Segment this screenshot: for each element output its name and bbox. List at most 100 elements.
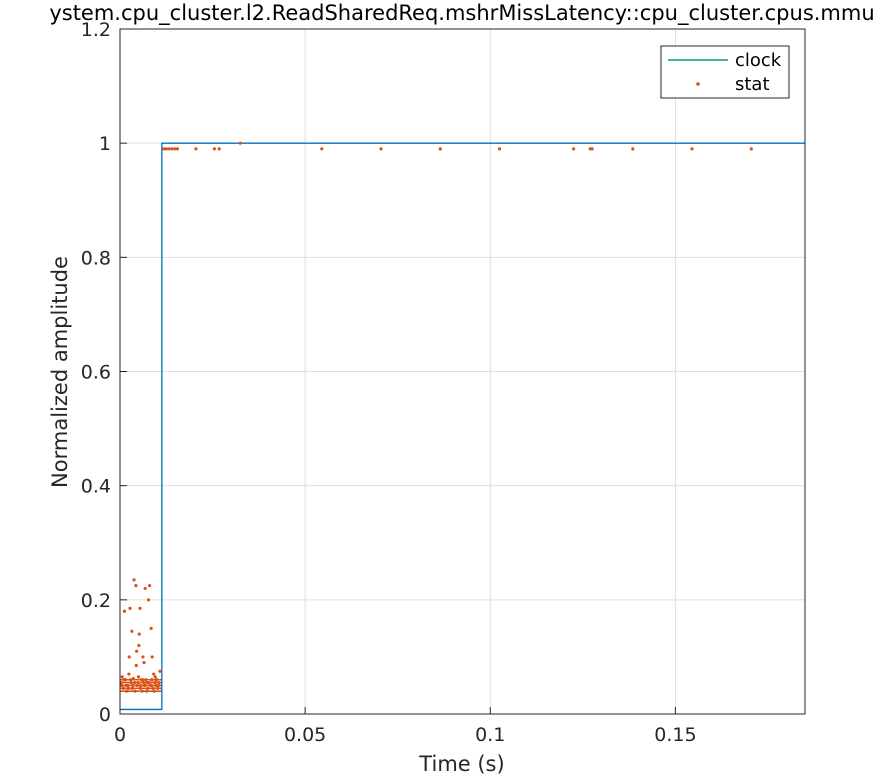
stat-point — [148, 583, 152, 588]
stat-point — [140, 678, 145, 682]
stat-point — [121, 686, 125, 690]
legend-stat-label: stat — [735, 74, 770, 95]
stat-point — [167, 147, 171, 151]
stat-point — [147, 681, 151, 685]
stat-point — [154, 678, 158, 682]
stat-point — [149, 626, 153, 630]
stat-point — [152, 672, 156, 676]
clock-line — [120, 142, 805, 711]
y-tick-label: 0.6 — [81, 362, 111, 384]
stat-point — [194, 147, 198, 151]
y-tick-label: 1 — [99, 133, 111, 155]
y-tick-label: 0.8 — [81, 247, 111, 269]
stat-point — [128, 606, 132, 610]
stat-point — [130, 686, 134, 690]
legend-box — [660, 45, 790, 99]
stat-point — [133, 689, 137, 693]
stat-point — [144, 678, 148, 682]
stat-point — [150, 655, 154, 659]
stat-point — [139, 683, 143, 688]
stat-point — [143, 683, 147, 688]
stat-point — [156, 686, 160, 690]
stat-point — [132, 578, 136, 582]
stat-series — [119, 141, 753, 693]
stat-point — [149, 683, 154, 688]
stat-point — [151, 686, 155, 690]
stat-point — [137, 632, 141, 636]
stat-point — [135, 649, 139, 653]
x-tick-label: 0.05 — [284, 724, 326, 746]
stat-point — [146, 686, 150, 690]
legend-clock-label: clock — [735, 50, 782, 71]
x-tick-label: 0 — [114, 724, 126, 746]
stat-point — [142, 681, 146, 685]
stat-point — [631, 147, 635, 151]
stat-point — [238, 141, 242, 145]
x-tick-label: 0.1 — [475, 724, 505, 746]
stat-point — [154, 683, 158, 688]
stat-point — [120, 683, 124, 688]
stat-point — [131, 683, 135, 688]
x-axis-label: Time (s) — [418, 752, 504, 776]
stat-point — [153, 675, 157, 679]
stat-point — [120, 675, 124, 679]
stat-point — [129, 681, 133, 685]
stat-point — [175, 147, 179, 151]
stat-point — [690, 147, 694, 151]
stat-point — [134, 663, 138, 668]
stat-point — [136, 681, 140, 685]
stat-point — [157, 681, 161, 685]
stat-point — [320, 147, 324, 151]
stat-point — [162, 147, 166, 151]
stat-point — [145, 689, 149, 693]
stat-point — [138, 606, 142, 610]
stat-point — [173, 147, 177, 151]
stat-point — [152, 689, 156, 693]
stat-point — [134, 583, 138, 588]
y-tick-label: 0.2 — [81, 590, 111, 612]
stat-point — [379, 147, 383, 151]
y-tick-label: 1.2 — [81, 19, 111, 41]
legend-stat-swatch — [696, 82, 700, 86]
stat-point — [749, 147, 753, 151]
stat-point — [145, 681, 149, 685]
stat-point — [438, 147, 442, 151]
stat-point — [212, 147, 217, 151]
stat-point — [125, 689, 129, 693]
y-tick-label: 0 — [99, 704, 111, 726]
stat-point — [164, 147, 168, 151]
stat-point — [170, 147, 174, 151]
y-axis: 0 0.2 0.4 0.6 0.8 1 1.2 — [81, 19, 127, 726]
stat-point — [138, 686, 142, 690]
stat-point — [127, 672, 131, 676]
stat-point — [590, 147, 594, 151]
stat-point — [124, 683, 128, 688]
stat-point — [141, 655, 145, 659]
stat-point — [130, 629, 134, 633]
stat-point — [127, 655, 131, 659]
stat-point — [133, 681, 137, 685]
stat-point — [122, 609, 127, 613]
stat-point — [217, 147, 221, 151]
stat-point — [142, 661, 146, 665]
stat-point — [153, 681, 157, 685]
stat-point — [497, 147, 502, 151]
stat-point — [131, 677, 135, 681]
y-axis-label: Normalized amplitude — [48, 256, 72, 488]
stat-point — [135, 683, 140, 688]
chart-title: ystem.cpu_cluster.l2.ReadSharedReq.mshrM… — [49, 1, 874, 26]
stat-point — [158, 669, 162, 673]
stat-point — [136, 675, 141, 679]
x-tick-label: 0.15 — [654, 724, 696, 746]
stat-point — [156, 683, 161, 688]
y-tick-label: 0.4 — [81, 476, 111, 498]
clock-series — [120, 142, 805, 711]
stat-point — [129, 678, 133, 682]
x-axis: 0 0.05 0.1 0.15 — [114, 707, 697, 746]
stat-point — [137, 643, 141, 648]
stat-point — [150, 678, 154, 682]
stat-point — [571, 147, 576, 151]
stat-point — [140, 689, 144, 693]
stat-point — [126, 686, 131, 690]
